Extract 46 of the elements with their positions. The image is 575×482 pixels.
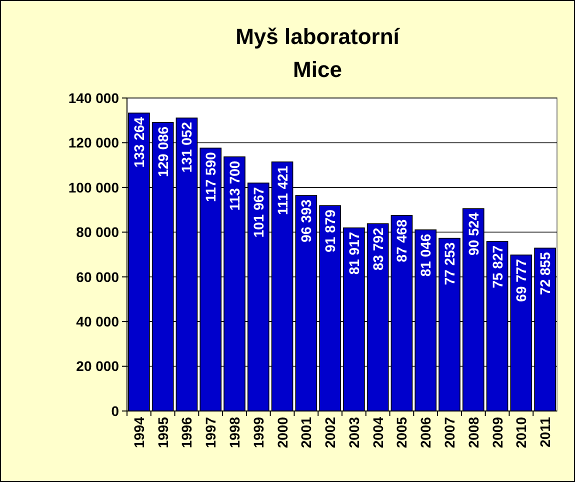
x-tick-label: 1994 bbox=[130, 416, 147, 448]
y-tick-label: 100 000 bbox=[68, 179, 120, 196]
data-label: 81 917 bbox=[346, 232, 362, 275]
x-tick-label: 1996 bbox=[178, 416, 195, 448]
y-tick-label: 40 000 bbox=[76, 313, 120, 330]
data-label: 91 879 bbox=[322, 209, 338, 252]
y-tick-label: 20 000 bbox=[76, 358, 120, 374]
data-label: 90 524 bbox=[465, 212, 482, 256]
data-label: 111 421 bbox=[274, 166, 290, 215]
x-tick-label: 1995 bbox=[154, 416, 171, 448]
x-tick-label: 2002 bbox=[322, 416, 338, 448]
x-tick-label: 2003 bbox=[346, 416, 362, 448]
data-label: 101 967 bbox=[250, 186, 266, 238]
x-tick-label: 2000 bbox=[274, 416, 290, 448]
chart-title: Myš laboratorní bbox=[236, 24, 400, 49]
x-tick-label: 2007 bbox=[442, 416, 458, 448]
data-label: 69 777 bbox=[513, 258, 530, 302]
data-label: 131 052 bbox=[178, 122, 195, 173]
data-label: 75 827 bbox=[489, 245, 506, 288]
x-tick-label: 1997 bbox=[202, 416, 219, 448]
data-label: 129 086 bbox=[154, 126, 171, 178]
data-label: 113 700 bbox=[226, 160, 242, 211]
x-tick-label: 2008 bbox=[465, 416, 482, 448]
x-tick-label: 2005 bbox=[394, 416, 410, 448]
y-tick-label: 60 000 bbox=[76, 268, 120, 285]
x-tick-label: 2011 bbox=[537, 416, 554, 448]
data-label: 72 855 bbox=[537, 252, 554, 295]
data-label: 87 468 bbox=[394, 219, 410, 262]
data-label: 133 264 bbox=[130, 116, 147, 168]
data-label: 83 792 bbox=[370, 227, 386, 270]
chart-subtitle: Mice bbox=[293, 57, 342, 82]
x-tick-label: 2006 bbox=[418, 416, 434, 448]
y-tick-label: 120 000 bbox=[68, 134, 120, 151]
data-label: 77 253 bbox=[442, 242, 458, 286]
x-tick-label: 2009 bbox=[489, 416, 506, 448]
x-tick-label: 1999 bbox=[250, 416, 266, 448]
data-label: 96 393 bbox=[298, 199, 314, 242]
y-tick-label: 0 bbox=[111, 402, 120, 419]
data-label: 81 046 bbox=[418, 234, 434, 277]
y-tick-label: 80 000 bbox=[76, 224, 120, 240]
y-tick-label: 140 000 bbox=[68, 90, 120, 106]
data-label: 117 590 bbox=[202, 152, 219, 202]
x-tick-label: 2004 bbox=[370, 416, 386, 448]
x-tick-label: 2001 bbox=[298, 416, 314, 448]
x-tick-label: 2010 bbox=[513, 416, 530, 448]
x-tick-label: 1998 bbox=[226, 416, 242, 448]
